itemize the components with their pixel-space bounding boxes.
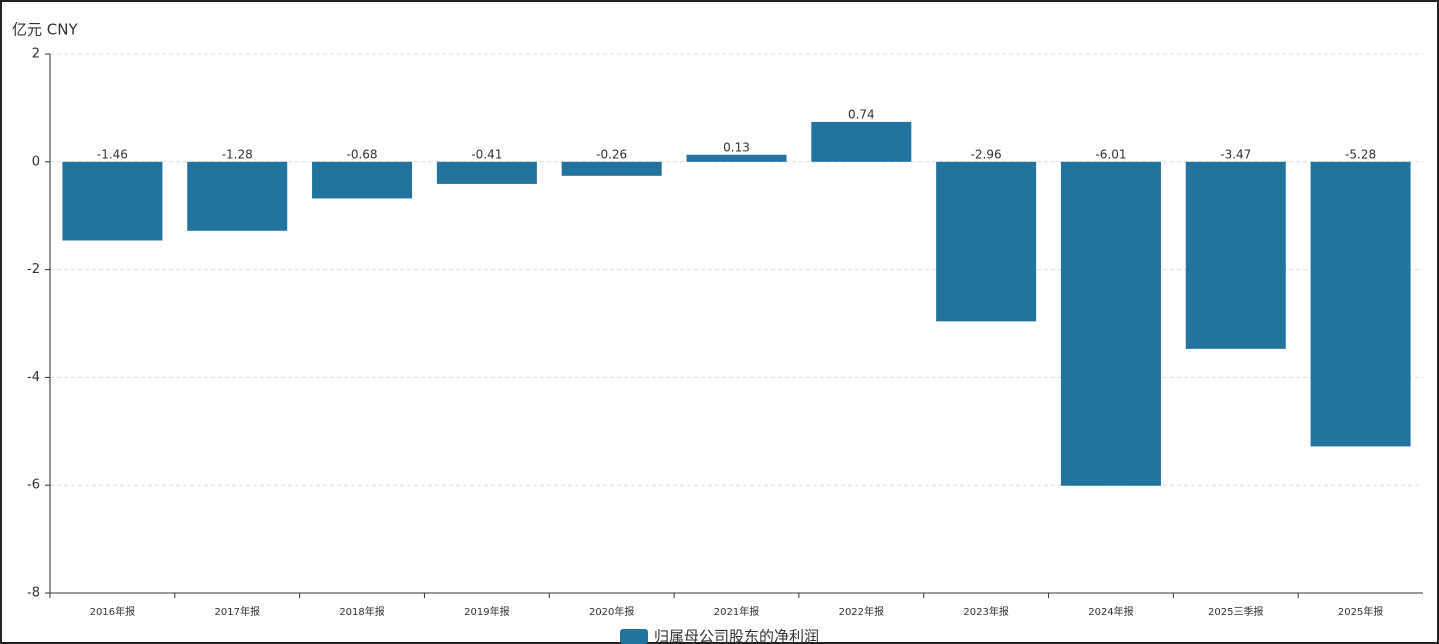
bar: [187, 161, 288, 231]
value-label: -1.46: [97, 147, 128, 161]
x-tick-label: 2017年报: [215, 605, 260, 618]
x-tick-label: 2021年报: [714, 605, 759, 618]
y-tick-label: -2: [27, 262, 40, 277]
x-tick-label: 2023年报: [963, 605, 1008, 618]
legend-swatch: [620, 629, 648, 644]
y-tick-label: -6: [27, 478, 40, 493]
value-label: -1.28: [222, 147, 253, 161]
bar: [1185, 161, 1286, 349]
bar: [936, 161, 1037, 322]
x-tick-label: 2016年报: [90, 605, 135, 618]
y-tick-label: -8: [27, 586, 40, 601]
x-tick-label: 2019年报: [464, 605, 509, 618]
bar: [1060, 161, 1161, 486]
x-tick-label: 2025年报: [1338, 605, 1383, 618]
value-label: -0.41: [471, 147, 502, 161]
bar: [686, 154, 787, 162]
bar: [1310, 161, 1411, 447]
bar: [436, 161, 537, 184]
x-tick-label: 2025三季报: [1208, 605, 1263, 618]
bar: [312, 161, 413, 199]
x-tick-label: 2024年报: [1088, 605, 1133, 618]
y-tick-label: 0: [32, 154, 40, 169]
bar: [811, 121, 912, 162]
value-label: 0.74: [848, 107, 875, 121]
value-label: -3.47: [1220, 147, 1251, 161]
y-tick-label: -4: [27, 370, 40, 385]
value-label: -6.01: [1095, 147, 1126, 161]
y-axis-label: 亿元 CNY: [12, 21, 78, 39]
value-label: -0.68: [347, 147, 378, 161]
bar: [561, 161, 662, 176]
value-label: -2.96: [971, 147, 1002, 161]
bar: [62, 161, 163, 241]
legend-label: 归属母公司股东的净利润: [654, 628, 819, 644]
y-tick-label: 2: [32, 47, 40, 62]
x-tick-label: 2022年报: [839, 605, 884, 618]
x-tick-label: 2018年报: [339, 605, 384, 618]
value-label: 0.13: [723, 140, 750, 154]
value-label: -5.28: [1345, 147, 1376, 161]
x-tick-label: 2020年报: [589, 605, 634, 618]
value-label: -0.26: [596, 147, 627, 161]
